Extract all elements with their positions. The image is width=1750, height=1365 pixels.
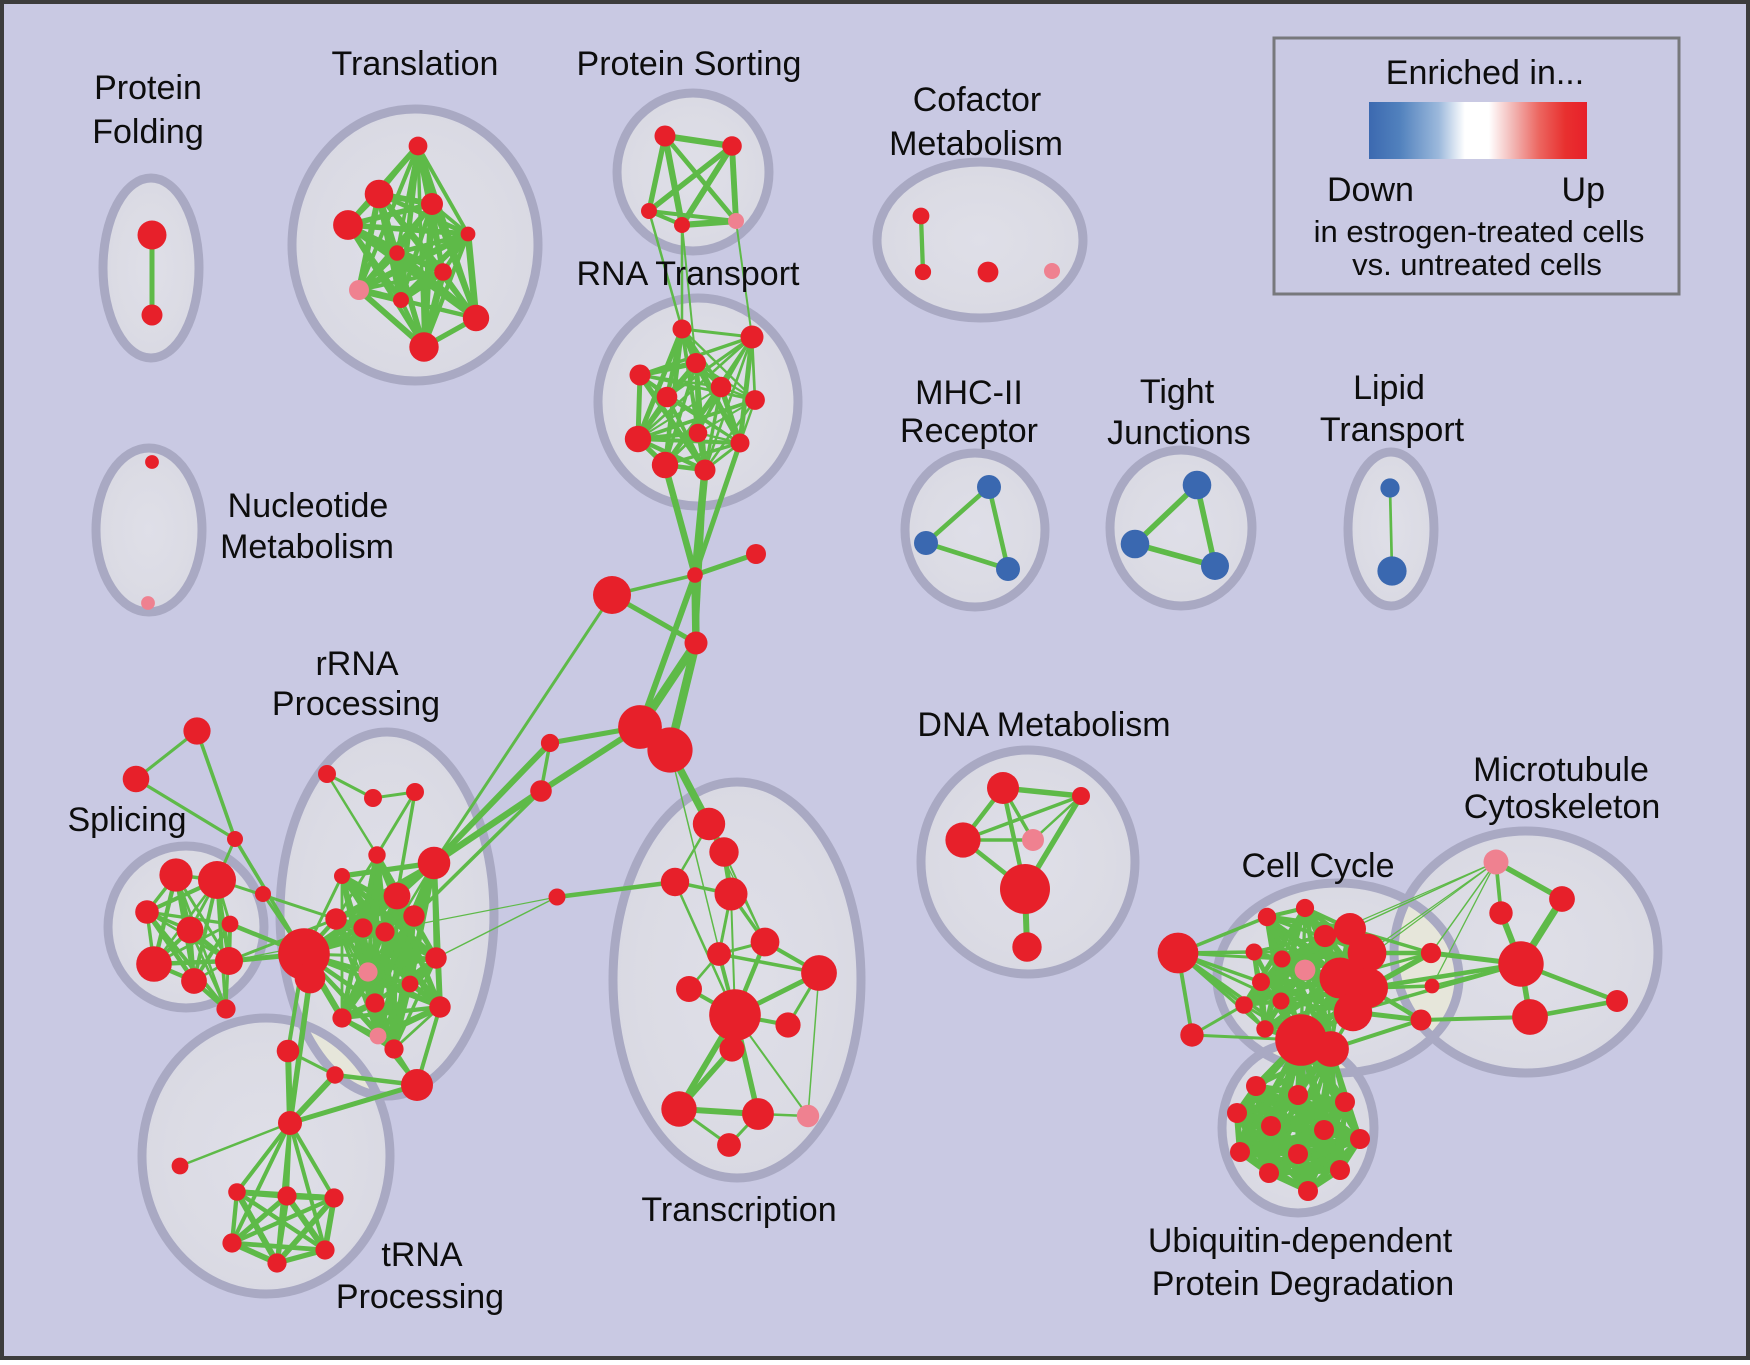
svg-text:Metabolism: Metabolism [220, 528, 394, 566]
svg-text:Tight: Tight [1140, 373, 1215, 411]
svg-text:Splicing: Splicing [67, 801, 186, 839]
svg-text:Nucleotide: Nucleotide [228, 487, 389, 525]
svg-text:Junctions: Junctions [1107, 414, 1251, 452]
svg-text:Cofactor: Cofactor [913, 81, 1042, 119]
svg-text:Protein: Protein [94, 69, 202, 107]
svg-text:MHC-II: MHC-II [915, 374, 1023, 412]
svg-text:tRNA: tRNA [381, 1236, 463, 1274]
svg-text:Microtubule: Microtubule [1473, 751, 1649, 789]
svg-text:Enriched in...: Enriched in... [1386, 54, 1584, 92]
svg-text:Ubiquitin-dependent: Ubiquitin-dependent [1148, 1222, 1453, 1260]
svg-text:Transcription: Transcription [641, 1191, 836, 1229]
svg-text:RNA Transport: RNA Transport [577, 255, 801, 293]
svg-text:DNA Metabolism: DNA Metabolism [917, 706, 1170, 744]
svg-text:Protein Degradation: Protein Degradation [1152, 1265, 1454, 1303]
svg-text:rRNA: rRNA [315, 645, 398, 683]
svg-text:Lipid: Lipid [1353, 369, 1425, 407]
svg-text:Folding: Folding [92, 113, 204, 151]
svg-text:in estrogen-treated cells: in estrogen-treated cells [1314, 214, 1645, 249]
svg-text:Translation: Translation [332, 45, 499, 83]
svg-text:Metabolism: Metabolism [889, 125, 1063, 163]
svg-text:Down: Down [1327, 171, 1414, 209]
svg-text:Cytoskeleton: Cytoskeleton [1464, 788, 1661, 826]
svg-text:Receptor: Receptor [900, 412, 1038, 450]
svg-text:vs. untreated cells: vs. untreated cells [1352, 247, 1602, 282]
svg-text:Protein Sorting: Protein Sorting [577, 45, 802, 83]
svg-text:Processing: Processing [336, 1278, 504, 1316]
svg-text:Processing: Processing [272, 685, 440, 723]
svg-text:Transport: Transport [1320, 411, 1465, 449]
svg-text:Cell Cycle: Cell Cycle [1241, 847, 1394, 885]
svg-text:Up: Up [1562, 171, 1605, 209]
